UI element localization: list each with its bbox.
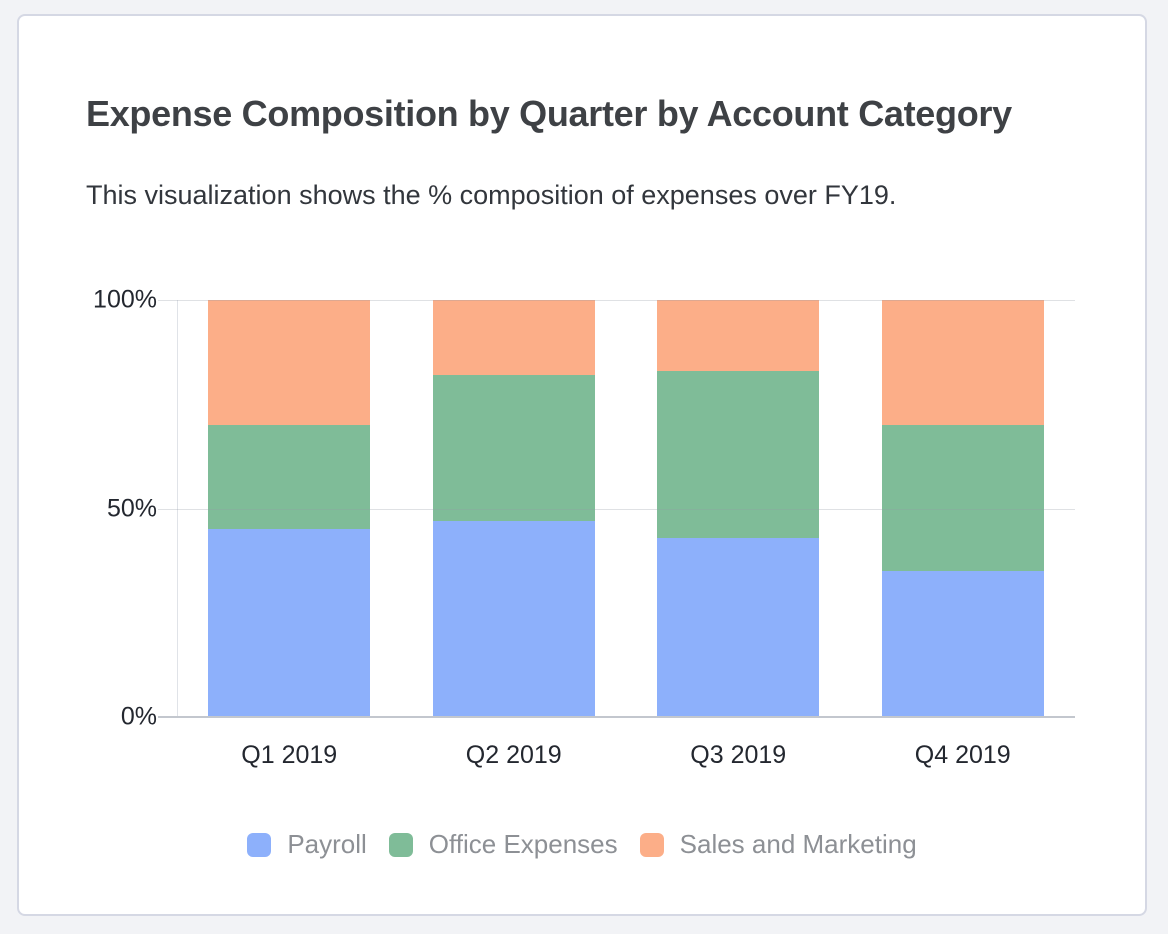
legend-label: Office Expenses bbox=[428, 829, 618, 859]
legend-item-office-expenses[interactable]: Office Expenses bbox=[388, 829, 618, 860]
gridline-50 bbox=[158, 508, 1075, 510]
gridline-100 bbox=[158, 300, 1075, 301]
bar-segment-sales-and-marketing[interactable] bbox=[208, 300, 371, 426]
bar-segment-payroll[interactable] bbox=[657, 537, 820, 717]
y-axis-tick-label: 50% bbox=[106, 494, 157, 522]
x-axis-tick-label: Q3 2019 bbox=[690, 741, 787, 769]
legend-item-sales-and-marketing[interactable]: Sales and Marketing bbox=[639, 829, 917, 860]
legend-swatch-icon bbox=[639, 832, 664, 857]
bar-segment-office-expenses[interactable] bbox=[881, 425, 1044, 572]
legend-label: Sales and Marketing bbox=[679, 829, 917, 859]
y-axis-tick-label: 100% bbox=[93, 285, 157, 314]
bar-segment-payroll[interactable] bbox=[881, 571, 1044, 717]
bar-q2-2019 bbox=[432, 300, 595, 717]
bar-segment-office-expenses[interactable] bbox=[657, 370, 820, 538]
bar-segment-payroll[interactable] bbox=[432, 521, 595, 717]
y-axis-tick-label: 0% bbox=[120, 702, 157, 731]
chart-subtitle: This visualization shows the % compositi… bbox=[86, 180, 897, 210]
bar-segment-office-expenses[interactable] bbox=[208, 425, 371, 530]
bar-segment-office-expenses[interactable] bbox=[432, 375, 595, 522]
legend-item-payroll[interactable]: Payroll bbox=[247, 829, 367, 860]
x-axis-baseline bbox=[158, 716, 1075, 718]
bar-segment-sales-and-marketing[interactable] bbox=[657, 300, 820, 371]
y-axis-line bbox=[177, 300, 178, 717]
bar-q3-2019 bbox=[657, 300, 820, 717]
bar-segment-payroll[interactable] bbox=[208, 529, 371, 717]
bar-segment-sales-and-marketing[interactable] bbox=[432, 300, 595, 376]
legend-swatch-icon bbox=[388, 832, 413, 857]
chart-title: Expense Composition by Quarter by Accoun… bbox=[86, 93, 1012, 134]
legend-label: Payroll bbox=[287, 829, 367, 859]
chart-legend: Payroll Office Expenses Sales and Marketin… bbox=[19, 829, 1145, 860]
bar-q1-2019 bbox=[208, 300, 371, 717]
bar-segment-sales-and-marketing[interactable] bbox=[881, 300, 1044, 426]
x-axis-tick-label: Q2 2019 bbox=[465, 741, 562, 769]
legend-swatch-icon bbox=[247, 832, 272, 857]
bar-q4-2019 bbox=[881, 300, 1044, 717]
x-axis-tick-label: Q1 2019 bbox=[241, 741, 338, 769]
x-axis-tick-label: Q4 2019 bbox=[914, 741, 1011, 769]
chart-card: Expense Composition by Quarter by Accoun… bbox=[17, 14, 1147, 916]
stacked-bar-chart-plot-area: 100% 50% 0% Q1 2019 Q2 2019 Q3 2019 Q4 2019 bbox=[93, 286, 1075, 769]
